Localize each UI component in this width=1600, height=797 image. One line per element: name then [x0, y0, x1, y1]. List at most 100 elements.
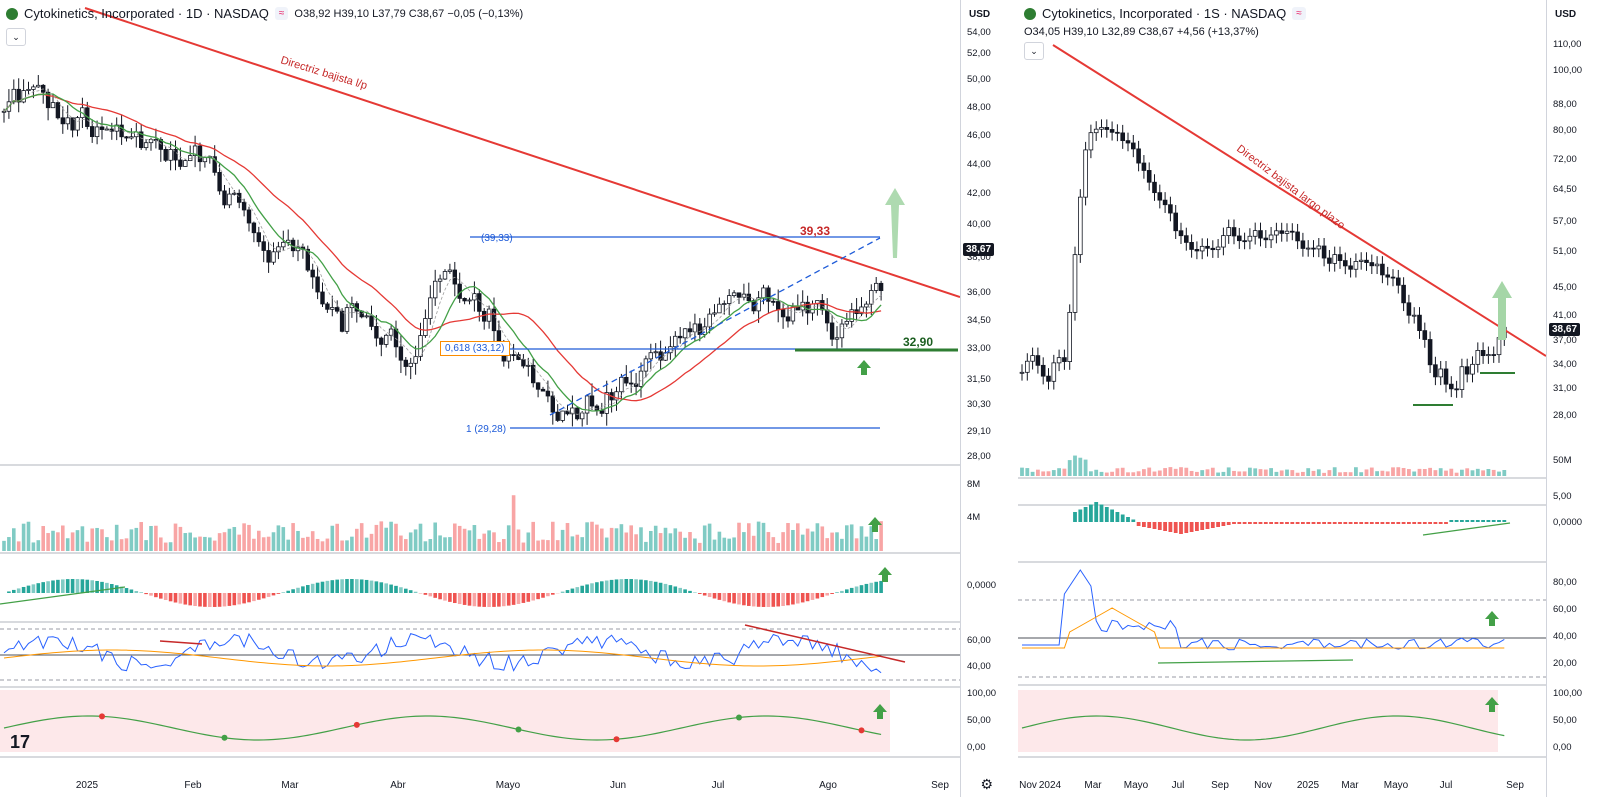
macd-bar [159, 593, 163, 599]
macd-bar [149, 593, 153, 596]
symbol-title[interactable]: Cytokinetics, Incorporated · 1S · NASDAQ [1042, 6, 1287, 21]
candle-body [1358, 259, 1364, 262]
macd-bar [296, 587, 300, 593]
fib-618-label: 0,618 (33,12) [440, 341, 510, 356]
macd-bar [634, 579, 638, 593]
macd-bar [707, 593, 712, 598]
volume-bar [404, 539, 408, 551]
price-axis[interactable]: USD 54,00 52,00 50,00 48,00 46,00 44,00 42,00 4… [960, 0, 1018, 797]
volume-bar [595, 524, 599, 551]
osc-line [1021, 715, 1505, 741]
macd-bar [487, 593, 491, 607]
candle-body [36, 84, 41, 88]
macd-bar [168, 593, 173, 602]
volume-bar [570, 536, 575, 551]
volume-bar [413, 529, 418, 551]
macd-bar [1184, 522, 1189, 533]
volume-bar [95, 527, 99, 551]
candle-body [682, 328, 688, 339]
chevron-down-icon[interactable]: ⌄ [6, 28, 26, 46]
macd-bar [1279, 522, 1284, 524]
compare-badge-icon[interactable]: ≈ [274, 7, 289, 20]
weekly-chart-panel[interactable]: Cytokinetics, Incorporated · 1S · NASDAQ… [1018, 0, 1600, 797]
weekly-chart-canvas[interactable] [1018, 0, 1546, 797]
currency-label[interactable]: USD [969, 9, 991, 20]
macd-bar [1136, 522, 1141, 526]
volume-bar [634, 534, 638, 551]
macd-bar [80, 579, 85, 593]
tradingview-logo[interactable]: 17 [10, 732, 31, 752]
volume-bar [1237, 471, 1242, 476]
date-label: Jul [1171, 780, 1185, 791]
macd-bar [781, 593, 785, 606]
candle-body [232, 192, 237, 195]
candle-body [344, 307, 350, 332]
candle-body [1417, 314, 1422, 332]
volume-bar [707, 523, 712, 551]
candle-body [1183, 235, 1189, 243]
volume-bar [1316, 469, 1321, 476]
volume-bar [864, 536, 869, 551]
chevron-down-icon[interactable]: ⌄ [1024, 42, 1044, 60]
volume-bar [1491, 469, 1496, 476]
volume-bar [580, 537, 584, 551]
volume-bar [835, 532, 839, 551]
symbol-title[interactable]: Cytokinetics, Incorporated · 1D · NASDAQ [24, 6, 269, 21]
volume-bar [266, 536, 271, 551]
gear-icon[interactable]: ⚙ [980, 776, 993, 792]
price-tick: 52,00 [967, 48, 991, 59]
volume-bar [1110, 471, 1114, 476]
volume-bar [600, 528, 604, 551]
macd-bar [629, 579, 633, 593]
macd-bar [369, 580, 374, 593]
macd-bar [1110, 509, 1114, 522]
macd-bar [291, 589, 295, 593]
price-tick: 31,00 [1553, 383, 1577, 394]
volume-bar [1449, 468, 1454, 476]
volume-bar [1131, 472, 1136, 476]
volume-bar [732, 537, 736, 551]
up-arrow-indicator [878, 567, 892, 582]
macd-bar [70, 579, 75, 593]
compare-badge-icon[interactable]: ≈ [1292, 7, 1306, 20]
volume-bar [1126, 472, 1130, 476]
macd-bar [835, 592, 839, 593]
volume-bar [408, 532, 413, 551]
candle-body [761, 287, 766, 299]
volume-bar [668, 533, 673, 551]
volume-bar [350, 536, 354, 551]
volume-bar [619, 524, 624, 551]
candle-body [197, 145, 203, 163]
macd-bar [1497, 520, 1501, 522]
daily-chart-panel[interactable]: Cytokinetics, Incorporated · 1D · NASDAQ… [0, 0, 1018, 797]
candle-body [1491, 354, 1496, 356]
rsi-tick: 40,00 [1553, 631, 1577, 642]
rsi-tick: 20,00 [1553, 658, 1577, 669]
volume-bar [1338, 472, 1342, 476]
candle-body [1464, 366, 1470, 375]
macd-bar [119, 586, 124, 593]
volume-bar [291, 523, 295, 551]
candle-body [16, 88, 21, 103]
up-arrow-large [1492, 281, 1512, 340]
price-axis[interactable]: USD 110,00 100,00 88,00 80,00 72,00 64,50 57,0… [1546, 0, 1600, 797]
candle-body [222, 190, 227, 206]
macd-bar [477, 593, 482, 607]
candle-body [104, 128, 110, 131]
candle-body [1390, 276, 1396, 279]
date-label: Mayo [495, 780, 521, 791]
macd-bar [1486, 520, 1491, 522]
volume-bar [232, 527, 237, 551]
volume-bar [521, 542, 526, 551]
daily-chart-canvas[interactable] [0, 0, 960, 797]
volume-bar [737, 522, 741, 551]
macd-bar [198, 593, 202, 607]
currency-label[interactable]: USD [1555, 9, 1577, 20]
volume-bar [257, 530, 261, 551]
candle-body [1252, 230, 1258, 237]
macd-bar [786, 593, 790, 606]
volume-bar [649, 530, 653, 551]
volume-bar [624, 532, 629, 551]
candle-body [379, 337, 384, 345]
macd-bar [217, 593, 222, 607]
